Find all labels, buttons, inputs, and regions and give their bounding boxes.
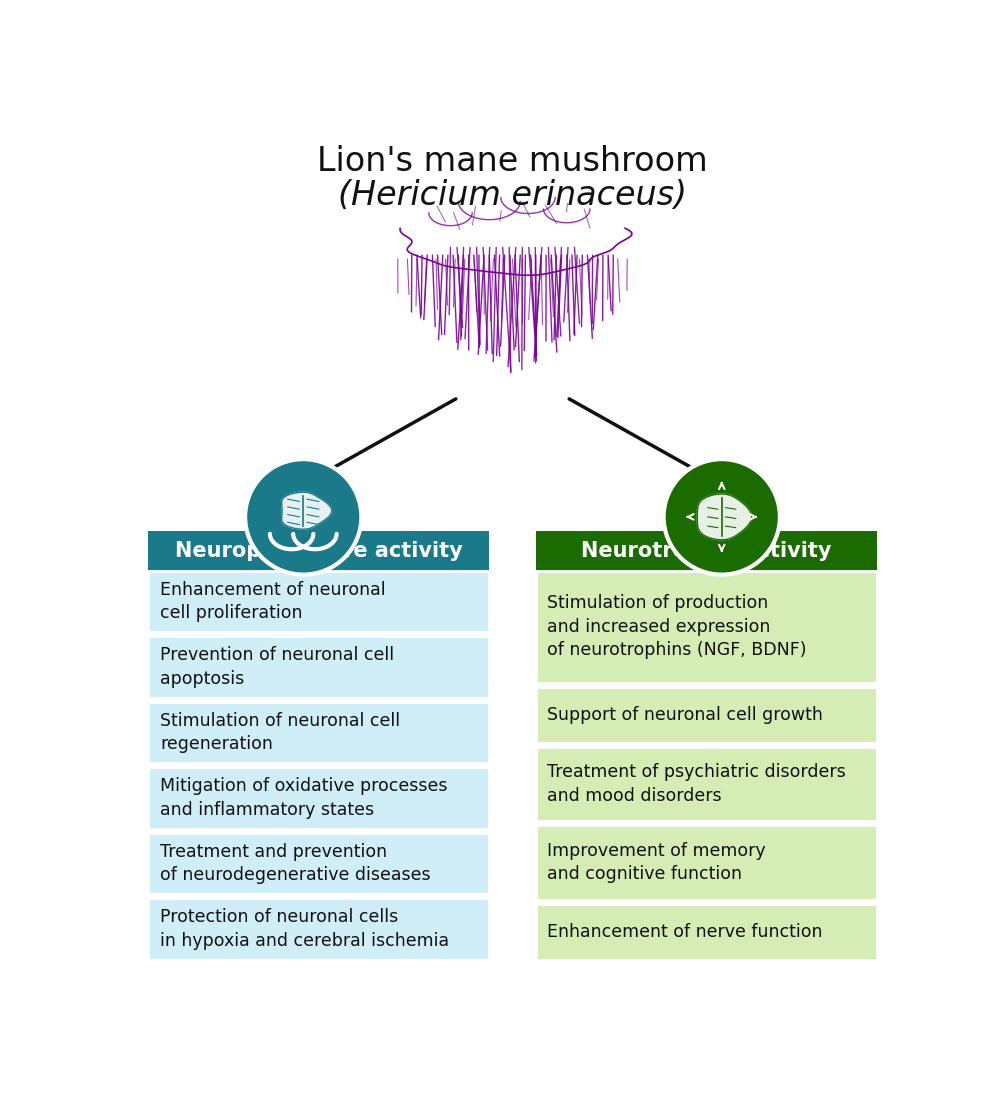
FancyBboxPatch shape [148, 531, 489, 570]
Circle shape [664, 459, 780, 575]
Text: Enhancement of neuronal
cell proliferation: Enhancement of neuronal cell proliferati… [160, 580, 386, 622]
Text: Mitigation of oxidative processes
and inflammatory states: Mitigation of oxidative processes and in… [160, 777, 447, 819]
Text: Protection of neuronal cells
in hypoxia and cerebral ischemia: Protection of neuronal cells in hypoxia … [160, 908, 449, 950]
FancyBboxPatch shape [148, 701, 489, 764]
Text: (Hericium erinaceus): (Hericium erinaceus) [338, 178, 687, 211]
FancyBboxPatch shape [148, 833, 489, 895]
Polygon shape [282, 492, 332, 530]
Text: Stimulation of neuronal cell
regeneration: Stimulation of neuronal cell regeneratio… [160, 712, 400, 753]
Text: Lion's mane mushroom: Lion's mane mushroom [317, 145, 708, 178]
FancyBboxPatch shape [148, 767, 489, 829]
FancyBboxPatch shape [536, 825, 877, 900]
FancyBboxPatch shape [148, 570, 489, 632]
Text: Prevention of neuronal cell
apoptosis: Prevention of neuronal cell apoptosis [160, 646, 394, 688]
Circle shape [245, 459, 361, 575]
Text: Neuroprotective activity: Neuroprotective activity [175, 541, 463, 560]
FancyBboxPatch shape [536, 746, 877, 821]
Text: Stimulation of production
and increased expression
of neurotrophins (NGF, BDNF): Stimulation of production and increased … [547, 595, 807, 659]
Text: Treatment of psychiatric disorders
and mood disorders: Treatment of psychiatric disorders and m… [547, 763, 846, 804]
Text: Treatment and prevention
of neurodegenerative diseases: Treatment and prevention of neurodegener… [160, 843, 430, 885]
FancyBboxPatch shape [536, 903, 877, 959]
Text: Neurotrophic activity: Neurotrophic activity [581, 541, 832, 560]
FancyBboxPatch shape [536, 687, 877, 743]
Polygon shape [697, 493, 752, 540]
Text: Support of neuronal cell growth: Support of neuronal cell growth [547, 706, 823, 723]
Text: Enhancement of nerve function: Enhancement of nerve function [547, 923, 823, 941]
FancyBboxPatch shape [148, 636, 489, 698]
FancyBboxPatch shape [536, 570, 877, 682]
Text: Improvement of memory
and cognitive function: Improvement of memory and cognitive func… [547, 842, 766, 884]
FancyBboxPatch shape [536, 531, 877, 570]
FancyBboxPatch shape [148, 898, 489, 959]
